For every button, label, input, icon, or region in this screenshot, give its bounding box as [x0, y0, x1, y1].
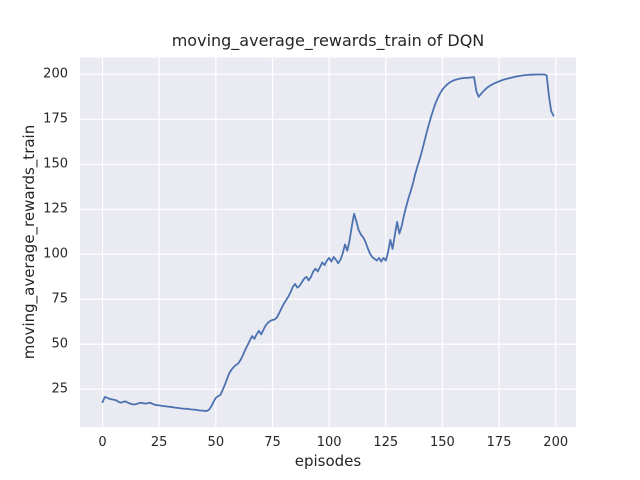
data-line: [101, 73, 555, 412]
x-tick-label: 25: [150, 435, 168, 450]
y-tick-label: 200: [43, 66, 68, 82]
x-tick-label: 75: [264, 435, 281, 450]
y-tick-label: 50: [51, 336, 68, 352]
x-tick-label: 0: [98, 435, 107, 450]
x-tick-label: 50: [207, 435, 225, 450]
y-tick-label: 125: [43, 201, 68, 217]
x-axis-label: episodes: [294, 452, 362, 470]
x-tick-label: 175: [486, 435, 512, 450]
x-tick-label: 150: [430, 435, 455, 450]
y-tick-label: 75: [51, 291, 68, 307]
y-tick-label: 100: [43, 246, 68, 262]
y-tick-label: 150: [43, 156, 68, 172]
x-tick-label: 125: [373, 435, 399, 450]
y-tick-label: 175: [43, 111, 68, 127]
x-tick-label: 200: [543, 435, 569, 450]
x-tick-label: 100: [316, 435, 342, 450]
plot-area-bg: [80, 57, 576, 428]
chart-title: moving_average_rewards_train of DQN: [171, 31, 485, 50]
y-tick-label: 25: [51, 381, 68, 397]
